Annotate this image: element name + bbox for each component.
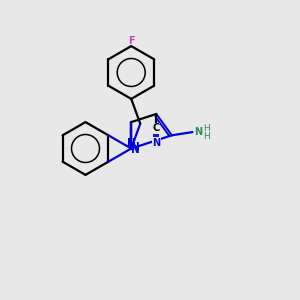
Text: N: N [131, 145, 140, 155]
Text: N: N [127, 138, 136, 148]
Text: C: C [152, 124, 160, 134]
Text: N: N [194, 127, 202, 137]
Text: F: F [128, 36, 134, 46]
Text: H: H [204, 132, 210, 141]
Text: N: N [152, 138, 160, 148]
Text: H: H [204, 124, 210, 133]
Text: N: N [131, 142, 140, 152]
